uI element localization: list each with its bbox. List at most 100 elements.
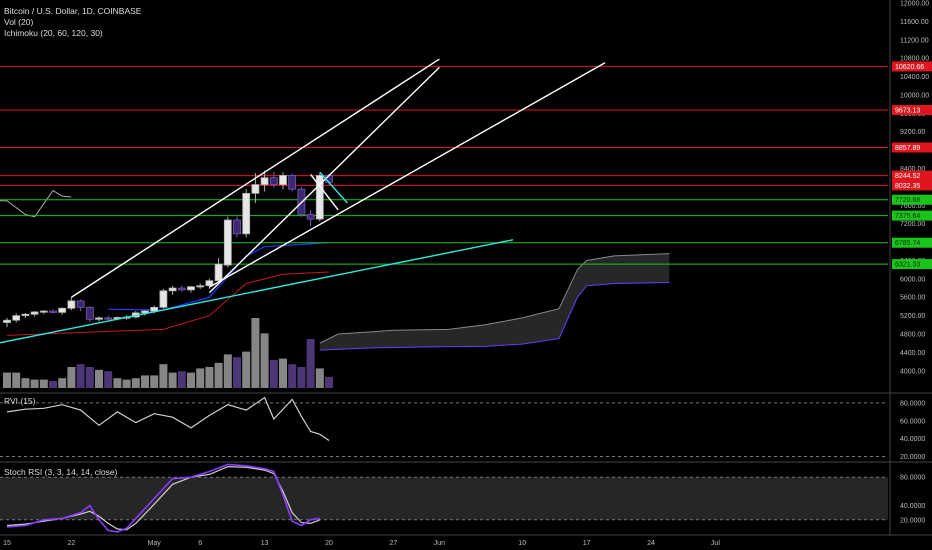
time-tick-label: 10 — [518, 540, 526, 547]
ichimoku-span-b — [319, 282, 670, 351]
time-tick-label: 24 — [647, 540, 655, 547]
price-tick-label: 11200.00 — [900, 37, 929, 44]
rvi-tick-label: 40.0000 — [900, 436, 925, 443]
volume-bar — [30, 379, 39, 388]
stoch-rsi-legend[interactable]: Stoch RSI (3, 3, 14, 14, close) — [4, 467, 118, 477]
chart-title[interactable]: Bitcoin / U.S. Dollar, 1D, COINBASE — [4, 6, 142, 16]
volume-bar — [141, 375, 149, 388]
candle-body — [150, 306, 159, 312]
volume-bar — [279, 358, 287, 388]
candle-body — [223, 219, 232, 266]
level-tag-label: 8857.89 — [895, 145, 920, 152]
price-tick-label: 10000.00 — [900, 92, 929, 99]
candle-body — [12, 315, 21, 321]
candle-body — [205, 280, 214, 287]
price-tick-label: 4800.00 — [900, 332, 925, 339]
volume-bar — [104, 371, 113, 388]
time-tick-label: 6 — [198, 540, 202, 547]
stoch-d-line — [6, 465, 321, 531]
stoch-tick-label: 20.0000 — [900, 517, 925, 524]
level-tag-background — [892, 259, 932, 270]
stoch-k-line — [6, 463, 320, 533]
volume-bar — [95, 369, 103, 388]
ichimoku-lagging — [0, 189, 72, 218]
candle-body — [251, 184, 260, 194]
price-tick-label: 11600.00 — [900, 19, 929, 26]
white-trendline — [71, 58, 440, 298]
candle-body — [306, 214, 315, 220]
level-tag-label: 6785.74 — [895, 240, 920, 247]
candle-body — [196, 285, 205, 288]
white-trendline — [209, 62, 606, 288]
level-tag-background — [892, 194, 932, 205]
volume-legend[interactable]: Vol (20) — [4, 17, 34, 27]
candle-body — [269, 177, 278, 186]
ichimoku-cloud — [319, 253, 670, 351]
level-tag-background — [892, 180, 932, 191]
level-tag-label: 7375.64 — [895, 213, 920, 220]
volume-bar — [297, 367, 306, 388]
level-tag-label: 7720.68 — [895, 197, 920, 204]
level-tag-label: 10620.66 — [895, 64, 924, 71]
level-tag-background — [892, 104, 932, 115]
candle-body — [315, 175, 324, 220]
volume-bar — [49, 381, 57, 388]
candle-body — [3, 319, 11, 323]
time-tick-label: May — [148, 540, 162, 547]
price-tick-label: 5600.00 — [900, 295, 925, 302]
price-tick-label: 4400.00 — [900, 350, 925, 357]
stoch-tick-label: 80.0000 — [900, 475, 925, 482]
cyan-trendline — [0, 239, 514, 344]
cyan-trendline — [319, 171, 348, 204]
support-level-tag: 7720.68 — [892, 194, 932, 205]
level-tag-label: 9673.13 — [895, 107, 920, 114]
level-tag-background — [892, 61, 932, 72]
volume-bar — [168, 372, 177, 388]
price-tick-label: 9200.00 — [900, 129, 925, 136]
white-trendline — [310, 174, 339, 211]
candle-body — [288, 175, 297, 190]
candle-body — [95, 317, 103, 320]
resistance-level-tag: 9673.13 — [892, 104, 932, 115]
resistance-level-tag: 8032.35 — [892, 180, 932, 191]
candle-body — [104, 317, 113, 320]
time-tick-label: 27 — [390, 540, 398, 547]
price-tick-label: 10400.00 — [900, 74, 929, 81]
candle-body — [233, 219, 241, 235]
volume-bar — [306, 339, 315, 388]
volume-bar — [196, 368, 205, 388]
volume-bar — [260, 333, 269, 388]
volume-bar — [214, 362, 223, 388]
candle-body — [279, 175, 287, 186]
level-tag-background — [892, 170, 932, 181]
ichimoku-legend[interactable]: Ichimoku (20, 60, 120, 30) — [4, 28, 103, 38]
price-tick-label: 8400.00 — [900, 166, 925, 173]
price-tick-label: 12000.00 — [900, 1, 929, 8]
level-tag-background — [892, 237, 932, 248]
rvi-tick-label: 60.0000 — [900, 418, 925, 425]
volume-bar — [150, 375, 159, 388]
rvi-legend[interactable]: RVI (15) — [4, 396, 36, 406]
time-tick-label: 15 — [3, 540, 11, 547]
candle-body — [67, 300, 76, 309]
price-tick-label: 7600.00 — [900, 203, 925, 210]
candle-body — [260, 177, 269, 186]
volume-bar — [122, 379, 131, 388]
candle-body — [177, 287, 186, 291]
candle-body — [58, 307, 67, 313]
white-trendline — [208, 66, 440, 294]
time-tick-label: Jul — [711, 540, 720, 547]
rvi-tick-label: 20.0000 — [900, 454, 925, 461]
candle-body — [159, 290, 168, 308]
volume-bar — [177, 371, 186, 388]
volume-bar — [223, 354, 232, 388]
volume-bar — [233, 357, 241, 388]
volume-bar — [251, 318, 260, 388]
candle-body — [187, 286, 195, 291]
volume-bar — [131, 378, 140, 388]
volume-bar — [76, 364, 85, 388]
rvi-tick-label: 80.0000 — [900, 400, 925, 407]
level-tag-label: 8032.35 — [895, 183, 920, 190]
volume-bar — [288, 364, 297, 388]
